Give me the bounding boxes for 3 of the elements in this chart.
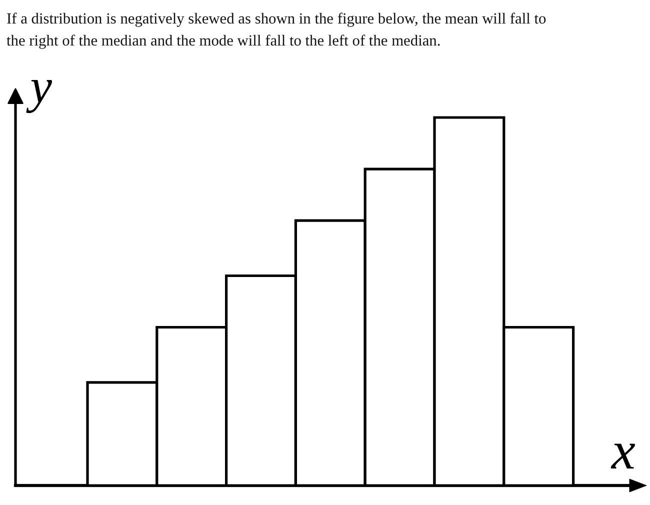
chart-title: If a distribution is negatively skewed as shown in the figure below, the mean will fall to the right of the median and the mode will fall to the left of the median. xyxy=(6,10,546,50)
y-axis-title: y xyxy=(25,58,52,114)
x-axis-title: x xyxy=(610,420,636,480)
